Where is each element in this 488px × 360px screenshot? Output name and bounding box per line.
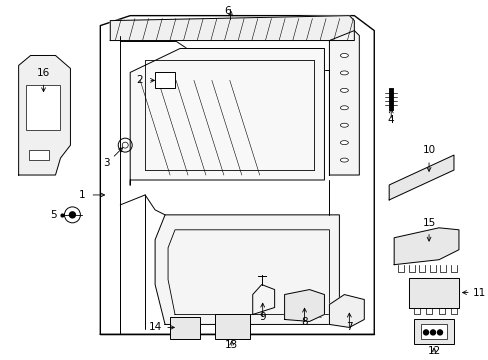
Ellipse shape — [340, 158, 347, 162]
Circle shape — [429, 330, 435, 335]
Text: 6: 6 — [224, 6, 231, 16]
Polygon shape — [284, 289, 324, 321]
Text: 14: 14 — [148, 323, 162, 332]
Polygon shape — [19, 55, 70, 175]
Polygon shape — [110, 15, 354, 41]
Ellipse shape — [340, 71, 347, 75]
Polygon shape — [130, 49, 324, 185]
Ellipse shape — [340, 88, 347, 92]
Ellipse shape — [340, 141, 347, 145]
Text: 4: 4 — [387, 115, 394, 125]
Text: 13: 13 — [224, 340, 238, 350]
Polygon shape — [408, 278, 458, 307]
Text: 5: 5 — [50, 210, 57, 220]
Text: 2: 2 — [136, 75, 143, 85]
Text: 12: 12 — [427, 346, 440, 356]
Circle shape — [423, 330, 427, 335]
Bar — [155, 72, 175, 88]
Text: 10: 10 — [422, 145, 435, 155]
Circle shape — [69, 212, 75, 218]
Circle shape — [437, 330, 442, 335]
Polygon shape — [329, 294, 364, 328]
Text: 15: 15 — [422, 218, 435, 228]
Bar — [214, 315, 249, 339]
Ellipse shape — [340, 54, 347, 58]
Text: 16: 16 — [37, 68, 50, 78]
Bar — [25, 85, 61, 130]
Polygon shape — [155, 215, 339, 324]
Text: 11: 11 — [472, 288, 485, 298]
Ellipse shape — [340, 106, 347, 110]
Polygon shape — [393, 228, 458, 265]
Text: 7: 7 — [346, 323, 352, 332]
Bar — [420, 324, 446, 339]
Text: 3: 3 — [103, 158, 110, 168]
Ellipse shape — [340, 123, 347, 127]
Polygon shape — [329, 31, 359, 175]
Bar — [413, 319, 453, 345]
Text: 1: 1 — [79, 190, 85, 200]
Bar — [170, 318, 200, 339]
Polygon shape — [388, 155, 453, 200]
Text: 9: 9 — [259, 312, 265, 323]
Bar — [28, 150, 48, 160]
Text: 8: 8 — [301, 318, 307, 328]
